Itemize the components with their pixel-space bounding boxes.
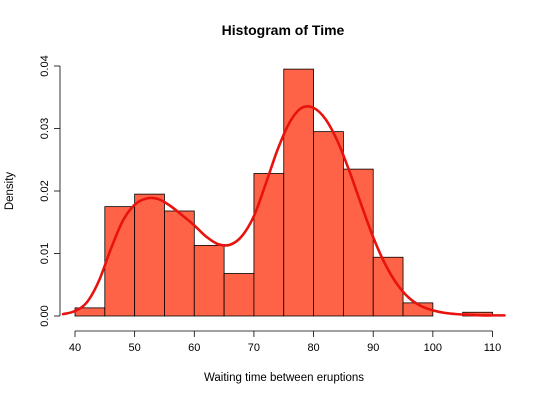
histogram-bar-8: [313, 131, 344, 317]
histogram-bar-3: [164, 210, 195, 317]
histogram-bar-4: [193, 244, 225, 317]
histogram-bar-1: [104, 206, 136, 317]
x-tick-label-90: 90: [367, 342, 379, 354]
histogram-bar-5: [223, 273, 255, 317]
y-axis-label: Density: [4, 172, 16, 211]
histogram-bar-2: [134, 193, 165, 317]
x-axis-label: Waiting time between eruptions: [204, 372, 364, 384]
x-axis: 40 50 60 70 80 90 100 110: [69, 330, 502, 354]
x-tick-label-40: 40: [69, 342, 81, 354]
histogram-bar-9: [342, 168, 374, 317]
x-tick-label-50: 50: [129, 342, 141, 354]
x-tick-label-110: 110: [484, 342, 502, 354]
x-tick-label-80: 80: [307, 342, 319, 354]
histogram-bars: [74, 68, 493, 317]
y-tick-label-3: 0.03: [39, 118, 51, 139]
y-tick-label-4: 0.04: [39, 55, 51, 76]
histogram-bar-6: [253, 173, 285, 317]
x-tick-label-70: 70: [248, 342, 260, 354]
y-tick-label-1: 0.01: [39, 243, 51, 264]
chart-title: Histogram of Time: [222, 22, 345, 38]
y-axis: 0.00 0.01 0.02 0.03 0.04: [39, 55, 61, 327]
x-tick-label-60: 60: [188, 342, 200, 354]
x-tick-label-100: 100: [424, 342, 442, 354]
y-tick-label-0: 0.00: [39, 305, 51, 326]
density-curve-layer: [61, 104, 506, 317]
density-curve: [61, 104, 506, 317]
y-tick-label-2: 0.02: [39, 180, 51, 201]
